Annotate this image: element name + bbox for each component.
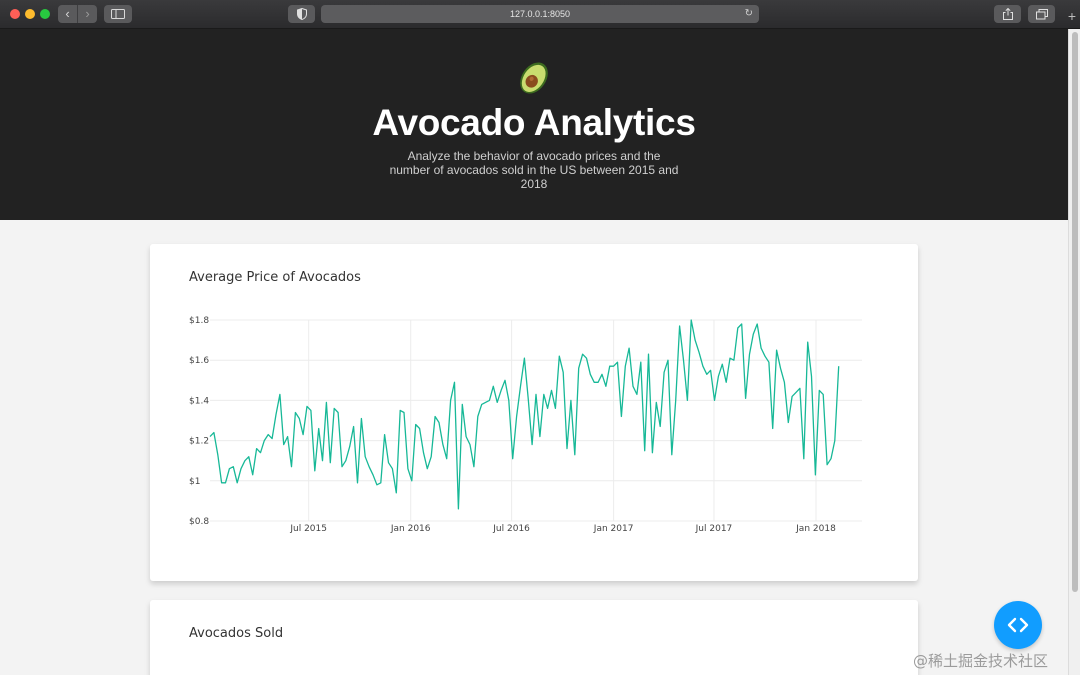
tab-overview-button[interactable] (1028, 5, 1055, 23)
watermark-text: @稀土掘金技术社区 (913, 652, 1049, 670)
minimize-window-icon[interactable] (25, 9, 35, 19)
chart-title: Avocados Sold (189, 626, 284, 641)
y-tick-label: $1 (189, 477, 200, 487)
y-tick-label: $1.8 (189, 316, 209, 326)
x-tick-label: Jul 2016 (492, 524, 530, 534)
privacy-shield-button[interactable] (288, 5, 315, 23)
shield-icon (296, 8, 307, 20)
tabs-icon (1035, 8, 1048, 19)
x-tick-label: Jul 2017 (695, 524, 733, 534)
code-brackets-icon (1007, 617, 1029, 633)
sidebar-toggle-button[interactable] (104, 5, 132, 23)
scrollbar-thumb[interactable] (1072, 32, 1078, 592)
browser-toolbar: ‹ › 127.0.0.1:8050 ↻ (0, 0, 1080, 29)
avocado-icon (520, 62, 548, 94)
reload-icon[interactable]: ↻ (744, 8, 753, 19)
close-window-icon[interactable] (10, 9, 20, 19)
page-header: Avocado Analytics Analyze the behavior o… (0, 29, 1068, 220)
share-button[interactable] (994, 5, 1021, 23)
x-tick-label: Jul 2015 (289, 524, 327, 534)
x-tick-label: Jan 2016 (390, 524, 431, 534)
y-tick-label: $1.2 (189, 437, 209, 447)
price-line-chart[interactable]: $0.8 $1 $1.2 $1.4 $1.6 $1.8 Jul 2015 Jan 2016 Ju… (150, 244, 918, 581)
page-description: Analyze the behavior of avocado prices a… (389, 149, 679, 191)
page-title: Avocado Analytics (372, 102, 696, 143)
sidebar-icon (111, 9, 125, 19)
chart-title: Average Price of Avocados (189, 270, 361, 285)
forward-arrow-icon[interactable]: › (77, 5, 97, 23)
y-tick-label: $0.8 (189, 517, 209, 527)
y-tick-label: $1.6 (189, 356, 209, 366)
address-bar[interactable]: 127.0.0.1:8050 ↻ (321, 5, 759, 23)
x-tick-label: Jan 2017 (593, 524, 634, 534)
price-chart-card: Average Price of Avocados $0.8 $1 $1.2 $1.4… (150, 244, 918, 581)
dash-debug-button[interactable] (994, 601, 1042, 649)
back-arrow-icon[interactable]: ‹ (65, 6, 70, 21)
volume-chart-card: Avocados Sold (150, 600, 918, 675)
share-icon (1002, 8, 1013, 20)
new-tab-icon[interactable]: + (1067, 8, 1077, 24)
x-tick-label: Jan 2018 (795, 524, 836, 534)
url-text: 127.0.0.1:8050 (509, 9, 571, 19)
history-navigation: ‹ › (58, 5, 97, 23)
zoom-window-icon[interactable] (40, 9, 50, 19)
y-tick-label: $1.4 (189, 396, 209, 406)
